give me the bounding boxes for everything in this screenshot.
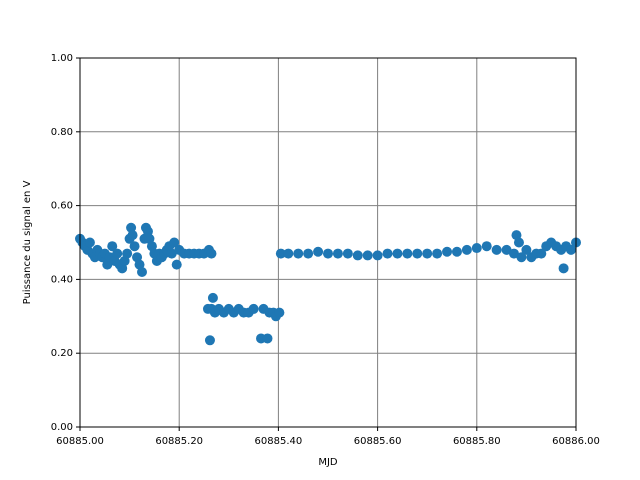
x-tick-label: 60885.20 bbox=[155, 436, 203, 447]
point bbox=[536, 248, 547, 259]
point bbox=[262, 333, 273, 344]
point bbox=[129, 241, 140, 252]
point bbox=[171, 259, 182, 270]
point bbox=[362, 250, 373, 261]
point bbox=[509, 248, 519, 259]
point bbox=[283, 248, 294, 259]
point bbox=[313, 246, 324, 257]
point bbox=[127, 230, 138, 241]
point bbox=[204, 335, 215, 346]
point bbox=[342, 248, 353, 259]
point bbox=[84, 237, 95, 248]
x-tick-label: 60885.60 bbox=[354, 436, 402, 447]
point bbox=[137, 267, 147, 278]
point bbox=[352, 250, 363, 261]
point bbox=[392, 248, 403, 259]
y-tick-label: 1.00 bbox=[51, 53, 73, 64]
y-tick-label: 0.20 bbox=[51, 348, 73, 359]
plot-frame bbox=[79, 57, 577, 428]
x-axis-label: MJD bbox=[318, 457, 338, 468]
point bbox=[274, 307, 285, 318]
point bbox=[521, 244, 532, 255]
x-tick-label: 60885.80 bbox=[453, 436, 501, 447]
point bbox=[332, 248, 343, 259]
point bbox=[169, 237, 180, 248]
point bbox=[402, 248, 413, 259]
y-tick-label: 0.00 bbox=[51, 422, 73, 433]
y-tick-label: 0.40 bbox=[51, 274, 73, 285]
point bbox=[206, 248, 217, 259]
y-axis-label: Puissance du signal en V bbox=[22, 180, 33, 304]
point bbox=[451, 246, 462, 257]
x-tick-label: 60886.00 bbox=[552, 436, 600, 447]
point bbox=[122, 248, 133, 259]
point bbox=[323, 248, 333, 259]
point bbox=[293, 248, 304, 259]
point bbox=[461, 244, 472, 255]
point bbox=[566, 244, 577, 255]
y-tick-label: 0.60 bbox=[51, 201, 73, 212]
point bbox=[513, 237, 524, 248]
point bbox=[432, 248, 443, 259]
point bbox=[207, 292, 218, 303]
point bbox=[501, 244, 512, 255]
point bbox=[248, 303, 259, 314]
x-tick-label: 60885.40 bbox=[255, 436, 303, 447]
point bbox=[481, 241, 492, 252]
point bbox=[382, 248, 393, 259]
point bbox=[107, 241, 118, 252]
points bbox=[75, 222, 581, 346]
point bbox=[491, 244, 502, 255]
point bbox=[516, 252, 527, 263]
point bbox=[275, 248, 286, 259]
point bbox=[422, 248, 433, 259]
point bbox=[372, 250, 383, 261]
point bbox=[558, 263, 569, 274]
x-tick-label: 60885.00 bbox=[56, 436, 104, 447]
point bbox=[442, 246, 453, 257]
point bbox=[471, 243, 482, 254]
point bbox=[166, 248, 177, 259]
axes: 60885.00 60885.20 60885.40 60885.60 60885.80… bbox=[51, 53, 600, 447]
y-tick-label: 0.80 bbox=[51, 127, 73, 138]
point bbox=[112, 248, 123, 259]
point bbox=[412, 248, 423, 259]
point bbox=[303, 248, 314, 259]
